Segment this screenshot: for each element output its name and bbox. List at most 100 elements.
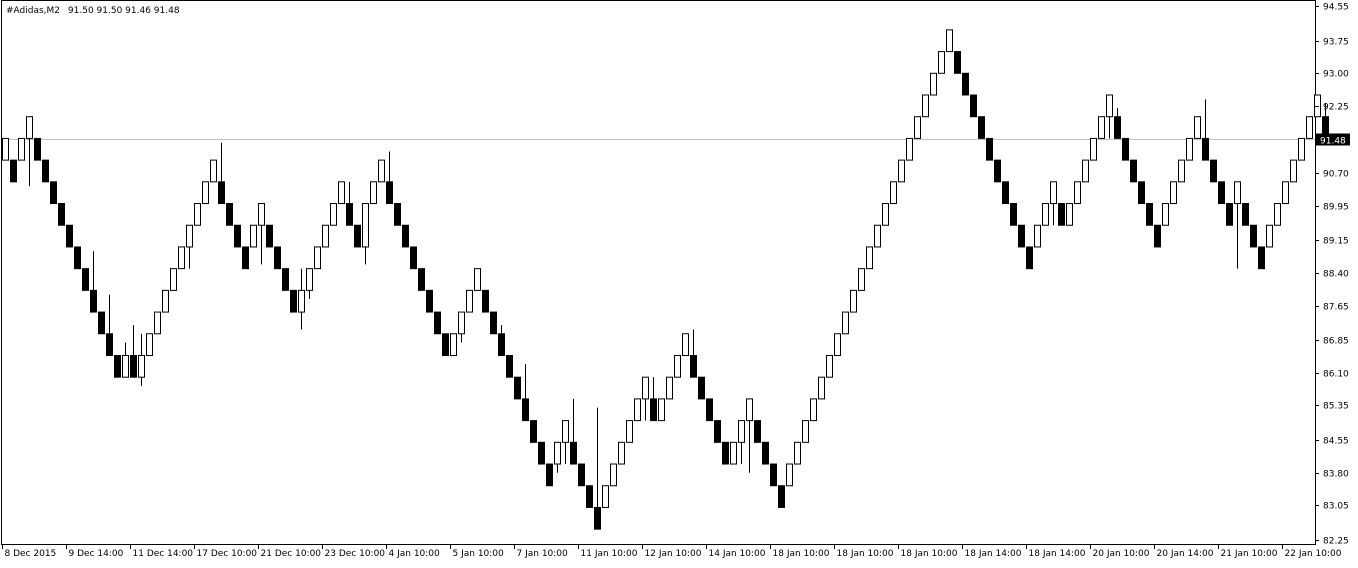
candle	[922, 94, 929, 118]
candle	[874, 224, 881, 248]
bear-candle-body	[234, 224, 241, 248]
bull-candle-body	[562, 420, 569, 443]
bear-candle-body	[66, 224, 73, 248]
candle	[1138, 181, 1145, 205]
bull-candle-body	[1066, 203, 1073, 226]
candle	[626, 420, 633, 443]
candle	[338, 181, 345, 205]
candle	[1210, 159, 1217, 183]
candle	[218, 142, 225, 205]
time-tick-label: 18 Jan 14:00	[965, 549, 1022, 559]
candle	[618, 441, 625, 465]
bull-candle-body	[298, 289, 305, 313]
bear-candle-body	[1058, 203, 1065, 226]
bull-candle-body	[746, 398, 753, 422]
bull-candle-body	[610, 463, 617, 487]
bull-candle-body	[1298, 137, 1305, 161]
bear-candle-body	[282, 268, 289, 291]
candle	[194, 203, 201, 226]
candle	[1154, 224, 1161, 248]
bull-candle-body	[186, 224, 193, 248]
bear-candle-body	[1210, 159, 1217, 183]
bull-candle-body	[18, 137, 25, 161]
price-tick-label: 86.85	[1323, 337, 1349, 347]
bull-candle-body	[922, 94, 929, 118]
candle	[730, 441, 737, 465]
candle	[1170, 181, 1177, 205]
candle	[1050, 181, 1057, 226]
candle	[362, 203, 369, 265]
time-tick-label: 18 Jan 10:00	[837, 549, 894, 559]
candle	[482, 289, 489, 313]
bull-candle-body	[858, 268, 865, 291]
price-tick-label: 89.95	[1323, 203, 1349, 213]
bear-candle-body	[58, 203, 65, 226]
bear-candle-body	[762, 441, 769, 465]
bull-candle-body	[946, 29, 953, 53]
price-axis[interactable]: 94.55 93.75 93.00 92.25 90.70 89.95 89.15 88.40…	[1315, 3, 1349, 547]
candle	[1202, 99, 1209, 161]
bear-candle-body	[274, 246, 281, 270]
candle	[1266, 224, 1273, 248]
candle	[634, 398, 641, 422]
candle	[490, 311, 497, 335]
candle	[946, 29, 953, 53]
candle	[346, 181, 353, 226]
candle	[82, 268, 89, 291]
candle	[762, 441, 769, 465]
price-tick-label: 89.15	[1323, 237, 1349, 247]
candle	[906, 137, 913, 161]
candle	[1178, 159, 1185, 183]
time-tick-label: 11 Jan 10:00	[581, 549, 638, 559]
bull-candle-body	[794, 441, 801, 465]
bear-candle-body	[90, 289, 97, 313]
candle	[610, 463, 617, 487]
bull-candle-body	[1282, 181, 1289, 205]
candle	[474, 268, 481, 291]
price-tick-label: 93.00	[1323, 70, 1349, 80]
candle	[978, 116, 985, 139]
candle	[1114, 108, 1121, 139]
candle	[1130, 159, 1137, 183]
candle	[394, 203, 401, 226]
bear-candle-body	[130, 354, 137, 378]
bull-candle-body	[834, 333, 841, 356]
time-axis[interactable]: 8 Dec 2015 9 Dec 14:00 11 Dec 14:00 17 Dec …	[2, 545, 1342, 559]
time-tick-label: 7 Jan 10:00	[517, 549, 569, 559]
bull-candle-body	[1106, 94, 1113, 118]
candle	[90, 251, 97, 313]
bull-candle-body	[1314, 94, 1321, 118]
candle	[834, 333, 841, 356]
ohlc-readout: 91.50 91.50 91.46 91.48	[68, 6, 180, 16]
symbol-label: #Adidas,M2	[6, 6, 60, 16]
bull-candle-body	[1050, 181, 1057, 205]
bear-candle-body	[714, 420, 721, 443]
time-tick-label: 9 Dec 14:00	[69, 549, 124, 559]
bear-candle-body	[114, 354, 121, 378]
bear-candle-body	[1226, 203, 1233, 226]
bull-candle-body	[1266, 224, 1273, 248]
candle	[994, 159, 1001, 183]
price-tick-label: 94.55	[1323, 3, 1349, 13]
bull-candle-body	[818, 376, 825, 400]
candle	[58, 203, 65, 226]
bull-candle-body	[178, 246, 185, 270]
bull-candle-body	[450, 333, 457, 356]
candle	[114, 354, 121, 378]
candle	[50, 181, 57, 205]
candle	[650, 377, 657, 422]
candle	[250, 224, 257, 248]
bear-candle-body	[218, 181, 225, 205]
candle	[538, 441, 545, 465]
candle	[562, 420, 569, 465]
bull-candle-body	[874, 224, 881, 248]
bear-candle-body	[970, 94, 977, 118]
bull-candle-body	[898, 159, 905, 183]
candle	[658, 398, 665, 422]
candle	[890, 181, 897, 205]
candle	[1298, 137, 1305, 161]
candle	[434, 311, 441, 335]
candle	[810, 398, 817, 422]
